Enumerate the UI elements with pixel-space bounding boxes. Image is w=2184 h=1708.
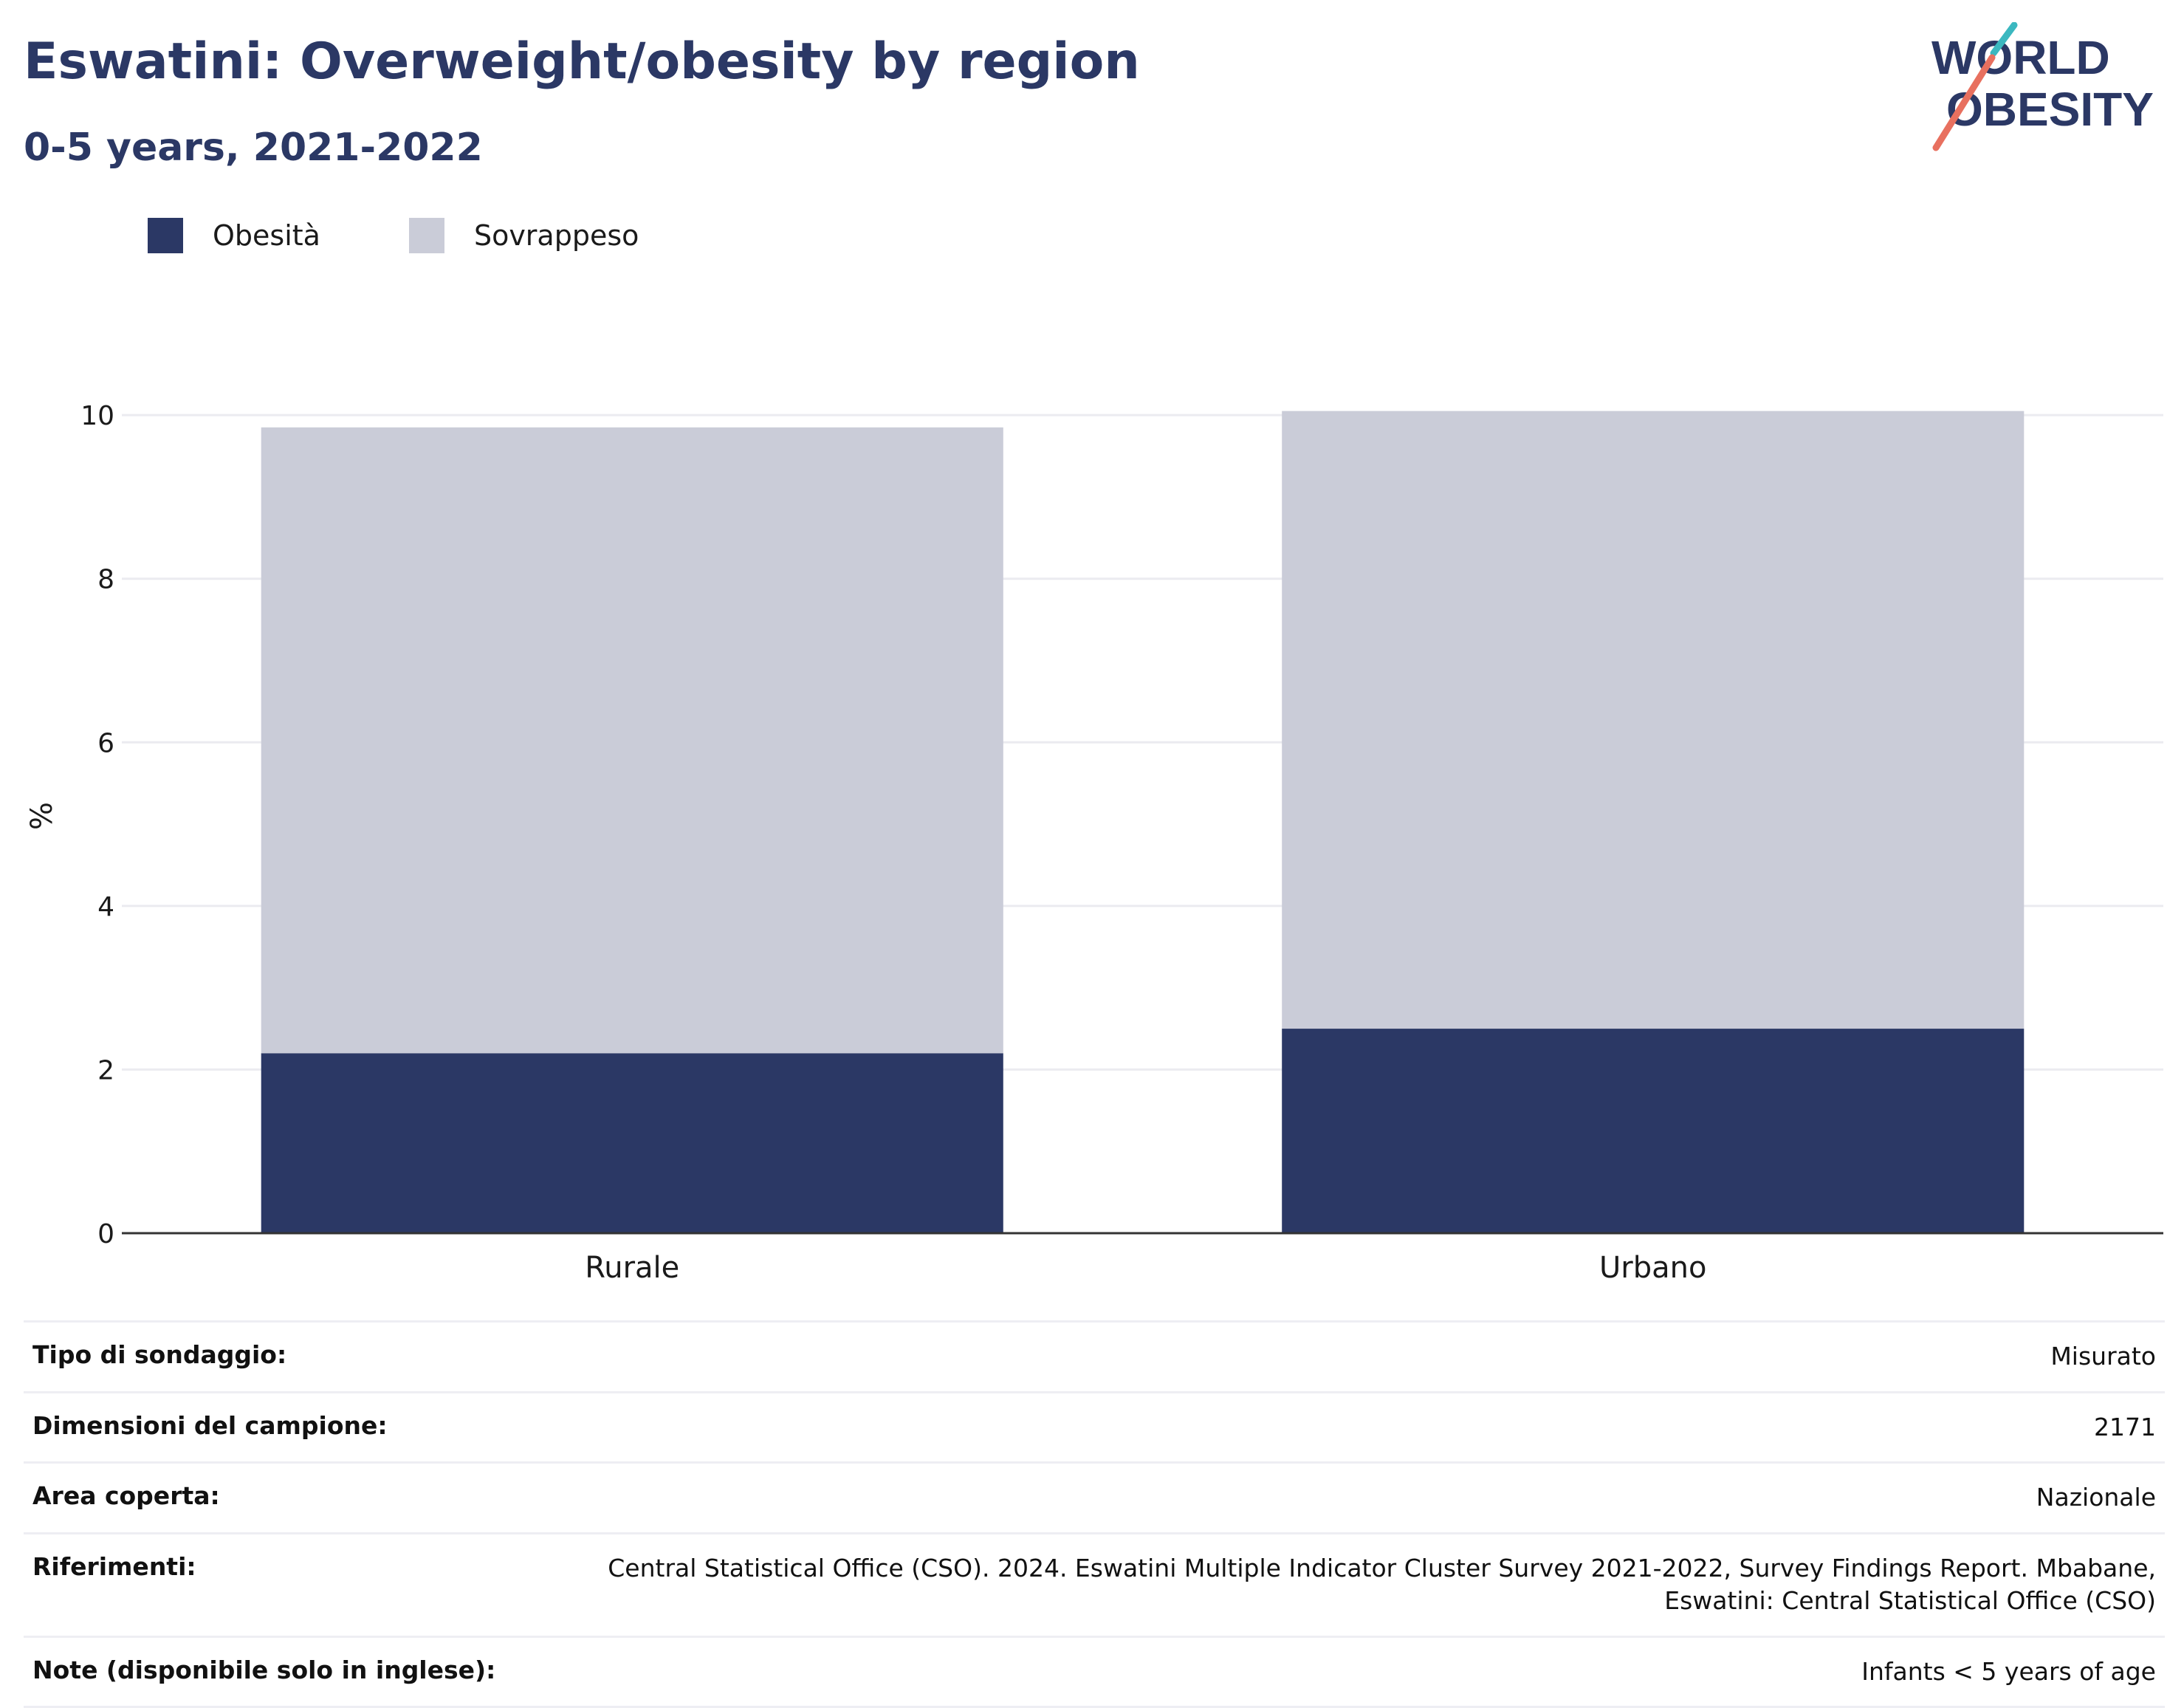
meta-value: Infants < 5 years of age xyxy=(1861,1656,2156,1686)
bar-sovrappeso-rurale xyxy=(261,427,1003,1054)
y-tick-label: 8 xyxy=(97,565,114,595)
meta-value: Nazionale xyxy=(2036,1483,2156,1512)
meta-row-area: Area coperta: Nazionale xyxy=(24,1462,2165,1534)
legend-item-obesita[interactable]: Obesità xyxy=(148,218,320,253)
meta-value: Misurato xyxy=(2050,1342,2156,1371)
y-tick-label: 10 xyxy=(80,401,114,431)
survey-metadata-table: Tipo di sondaggio: Misurato Dimensioni d… xyxy=(24,1320,2165,1708)
bar-obesit-urbano xyxy=(1282,1029,2025,1233)
y-tick-label: 2 xyxy=(97,1055,114,1085)
bar-sovrappeso-urbano xyxy=(1282,411,2025,1029)
meta-key: Riferimenti: xyxy=(32,1551,196,1581)
legend-swatch-obesita xyxy=(148,218,183,253)
x-tick-label: Rurale xyxy=(585,1251,679,1285)
x-tick-label: Urbano xyxy=(1599,1251,1706,1285)
meta-value: Central Statistical Office (CSO). 2024. … xyxy=(608,1553,2156,1616)
meta-value: 2171 xyxy=(2094,1412,2156,1441)
legend: Obesità Sovrappeso xyxy=(148,218,727,253)
legend-item-sovrappeso[interactable]: Sovrappeso xyxy=(408,218,639,253)
meta-key: Note (disponibile solo in inglese): xyxy=(32,1655,496,1684)
legend-label-sovrappeso: Sovrappeso xyxy=(473,219,639,252)
y-tick-label: 6 xyxy=(97,728,114,758)
meta-row-notes: Note (disponibile solo in inglese): Infa… xyxy=(24,1636,2165,1707)
y-tick-label: 4 xyxy=(97,892,114,922)
legend-swatch-sovrappeso xyxy=(408,218,444,253)
svg-text:OBESITY: OBESITY xyxy=(1946,83,2154,136)
meta-row-sample-size: Dimensioni del campione: 2171 xyxy=(24,1392,2165,1463)
bar-obesit-rurale xyxy=(261,1053,1003,1233)
meta-row-survey-type: Tipo di sondaggio: Misurato xyxy=(24,1321,2165,1393)
y-axis-label: % xyxy=(25,802,59,830)
y-tick-label: 0 xyxy=(97,1219,114,1249)
meta-key: Tipo di sondaggio: xyxy=(32,1340,287,1369)
chart-title: Eswatini: Overweight/obesity by region xyxy=(24,32,1140,91)
svg-text:WORLD: WORLD xyxy=(1931,31,2110,84)
stacked-bar-chart: 0 2 4 6 8 10% Rurale Urbano xyxy=(25,401,2163,1285)
meta-key: Dimensioni del campione: xyxy=(32,1410,388,1440)
meta-key: Area coperta: xyxy=(32,1481,220,1511)
legend-label-obesita: Obesità xyxy=(213,219,320,252)
chart-subtitle: 0-5 years, 2021-2022 xyxy=(24,126,483,170)
world-obesity-logo: WORLD OBESITY xyxy=(1931,22,2154,151)
meta-row-references: Riferimenti: Central Statistical Office … xyxy=(24,1533,2165,1636)
